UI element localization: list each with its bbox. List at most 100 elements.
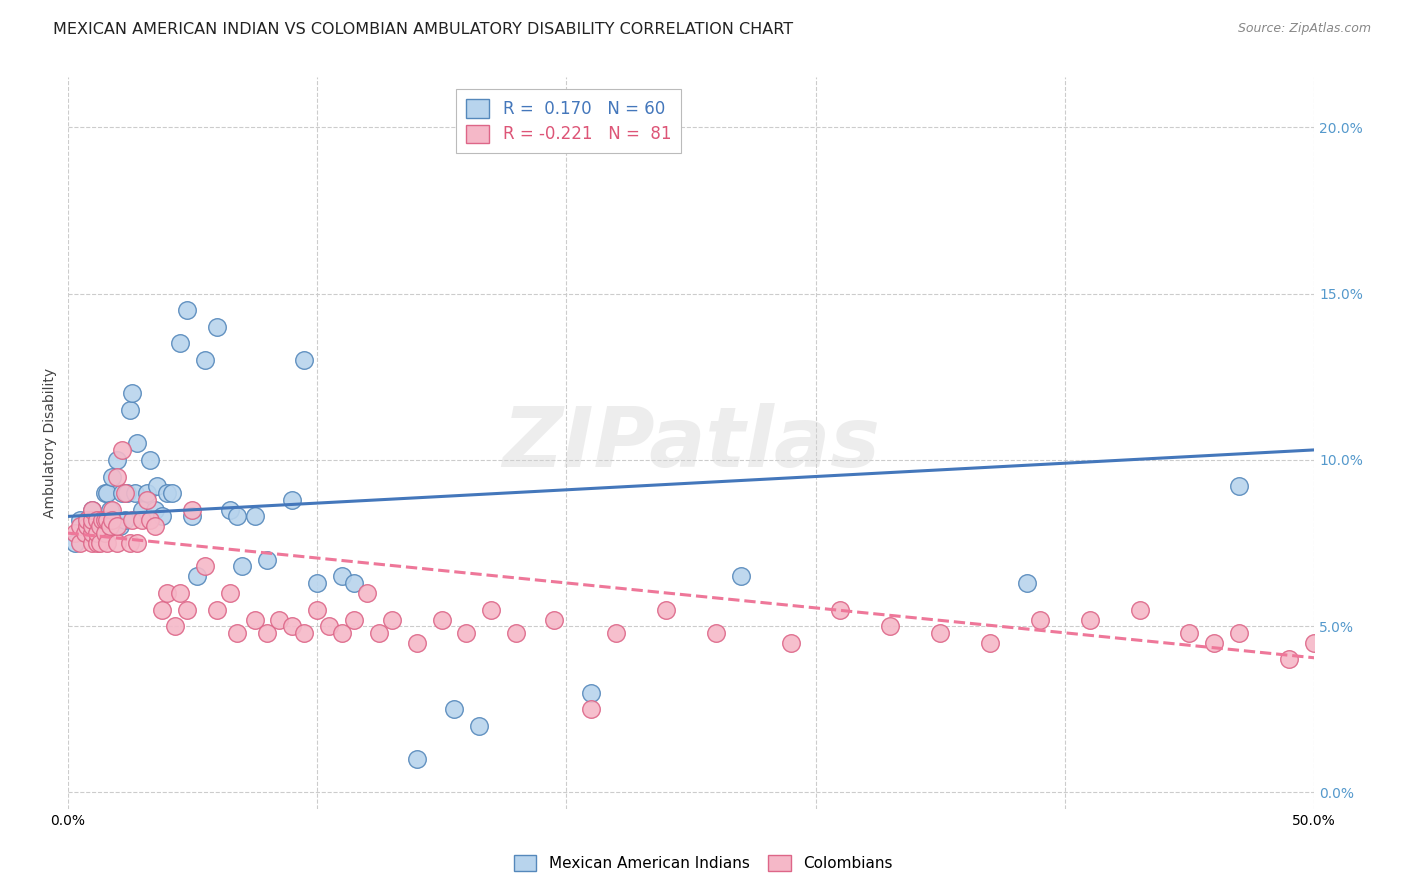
Point bbox=[82, 502, 104, 516]
Point bbox=[105, 469, 128, 483]
Point bbox=[779, 636, 801, 650]
Point bbox=[269, 613, 291, 627]
Point bbox=[111, 486, 134, 500]
Point bbox=[76, 519, 98, 533]
Point bbox=[69, 519, 91, 533]
Point bbox=[101, 502, 124, 516]
Point bbox=[136, 492, 159, 507]
Point bbox=[456, 625, 478, 640]
Point bbox=[76, 519, 98, 533]
Point bbox=[605, 625, 627, 640]
Point bbox=[76, 513, 98, 527]
Point bbox=[443, 702, 465, 716]
Point bbox=[82, 536, 104, 550]
Point bbox=[86, 513, 108, 527]
Point bbox=[704, 625, 727, 640]
Point bbox=[479, 602, 502, 616]
Point bbox=[108, 519, 131, 533]
Point bbox=[156, 586, 179, 600]
Point bbox=[218, 502, 240, 516]
Point bbox=[150, 602, 173, 616]
Point bbox=[186, 569, 208, 583]
Point bbox=[1029, 613, 1052, 627]
Point bbox=[86, 519, 108, 533]
Point bbox=[82, 513, 104, 527]
Point bbox=[231, 559, 253, 574]
Point bbox=[121, 386, 143, 401]
Point bbox=[136, 486, 159, 500]
Point bbox=[1303, 636, 1326, 650]
Point bbox=[63, 536, 86, 550]
Point bbox=[256, 625, 278, 640]
Point bbox=[98, 502, 121, 516]
Point bbox=[292, 353, 315, 368]
Point bbox=[181, 502, 204, 516]
Point bbox=[114, 486, 136, 500]
Point bbox=[101, 513, 124, 527]
Point bbox=[131, 502, 153, 516]
Point bbox=[163, 619, 186, 633]
Point bbox=[543, 613, 565, 627]
Point bbox=[305, 576, 328, 591]
Point bbox=[292, 625, 315, 640]
Point bbox=[226, 509, 249, 524]
Point bbox=[218, 586, 240, 600]
Point bbox=[143, 519, 166, 533]
Point bbox=[96, 486, 118, 500]
Point bbox=[330, 625, 353, 640]
Point bbox=[176, 303, 198, 318]
Point bbox=[281, 619, 304, 633]
Point bbox=[505, 625, 527, 640]
Point bbox=[330, 569, 353, 583]
Legend: R =  0.170   N = 60, R = -0.221   N =  81: R = 0.170 N = 60, R = -0.221 N = 81 bbox=[456, 89, 682, 153]
Point bbox=[1078, 613, 1101, 627]
Point bbox=[405, 752, 427, 766]
Point bbox=[124, 486, 146, 500]
Point bbox=[89, 536, 111, 550]
Point bbox=[381, 613, 404, 627]
Point bbox=[96, 519, 118, 533]
Point bbox=[830, 602, 852, 616]
Point bbox=[94, 513, 117, 527]
Point bbox=[356, 586, 378, 600]
Point bbox=[94, 526, 117, 541]
Point bbox=[318, 619, 340, 633]
Point bbox=[343, 613, 366, 627]
Point bbox=[468, 719, 491, 733]
Point bbox=[111, 442, 134, 457]
Point bbox=[143, 502, 166, 516]
Point bbox=[117, 486, 139, 500]
Point bbox=[82, 519, 104, 533]
Point bbox=[127, 536, 149, 550]
Point bbox=[139, 513, 162, 527]
Point bbox=[1227, 625, 1250, 640]
Point bbox=[89, 526, 111, 541]
Point bbox=[1204, 636, 1226, 650]
Point bbox=[98, 519, 121, 533]
Point bbox=[82, 526, 104, 541]
Point bbox=[1129, 602, 1152, 616]
Point bbox=[76, 526, 98, 541]
Y-axis label: Ambulatory Disability: Ambulatory Disability bbox=[44, 368, 58, 518]
Point bbox=[281, 492, 304, 507]
Point bbox=[114, 513, 136, 527]
Point bbox=[82, 513, 104, 527]
Point bbox=[1017, 576, 1039, 591]
Point bbox=[169, 336, 191, 351]
Point bbox=[127, 436, 149, 450]
Point bbox=[86, 526, 108, 541]
Point bbox=[101, 469, 124, 483]
Point bbox=[979, 636, 1001, 650]
Point bbox=[194, 559, 217, 574]
Point bbox=[156, 486, 179, 500]
Point bbox=[82, 519, 104, 533]
Point bbox=[89, 513, 111, 527]
Point bbox=[150, 509, 173, 524]
Point bbox=[1178, 625, 1201, 640]
Point bbox=[69, 536, 91, 550]
Point bbox=[176, 602, 198, 616]
Point bbox=[579, 702, 602, 716]
Point bbox=[368, 625, 391, 640]
Point bbox=[169, 586, 191, 600]
Point bbox=[1227, 479, 1250, 493]
